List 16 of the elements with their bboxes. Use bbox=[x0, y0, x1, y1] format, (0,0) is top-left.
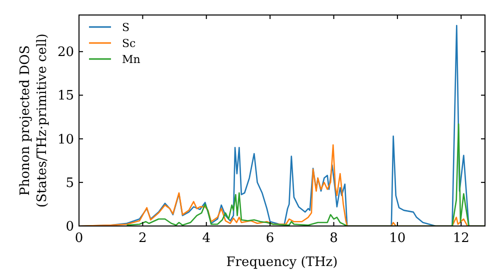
y-axis-title: Phonon projected DOS (States/THz·primitive cell) bbox=[18, 33, 50, 208]
x-tick-label: 8 bbox=[330, 231, 338, 246]
legend-label: S bbox=[122, 21, 130, 34]
x-tick-label: 2 bbox=[138, 231, 147, 246]
legend-label: Mn bbox=[122, 53, 140, 66]
y-tick-label: 20 bbox=[57, 45, 74, 60]
y-tick-label: 5 bbox=[66, 176, 74, 191]
x-tick-label: 10 bbox=[389, 231, 406, 246]
x-tick-label: 4 bbox=[202, 231, 211, 246]
legend-label: Sc bbox=[122, 37, 136, 50]
x-tick-label: 12 bbox=[452, 231, 470, 246]
x-axis-title: Frequency (THz) bbox=[226, 255, 338, 270]
y-tick-label: 10 bbox=[57, 132, 74, 148]
y-tick-label: 0 bbox=[66, 220, 74, 234]
x-tick-label: 6 bbox=[266, 231, 274, 246]
y-tick-label: 15 bbox=[57, 88, 74, 104]
